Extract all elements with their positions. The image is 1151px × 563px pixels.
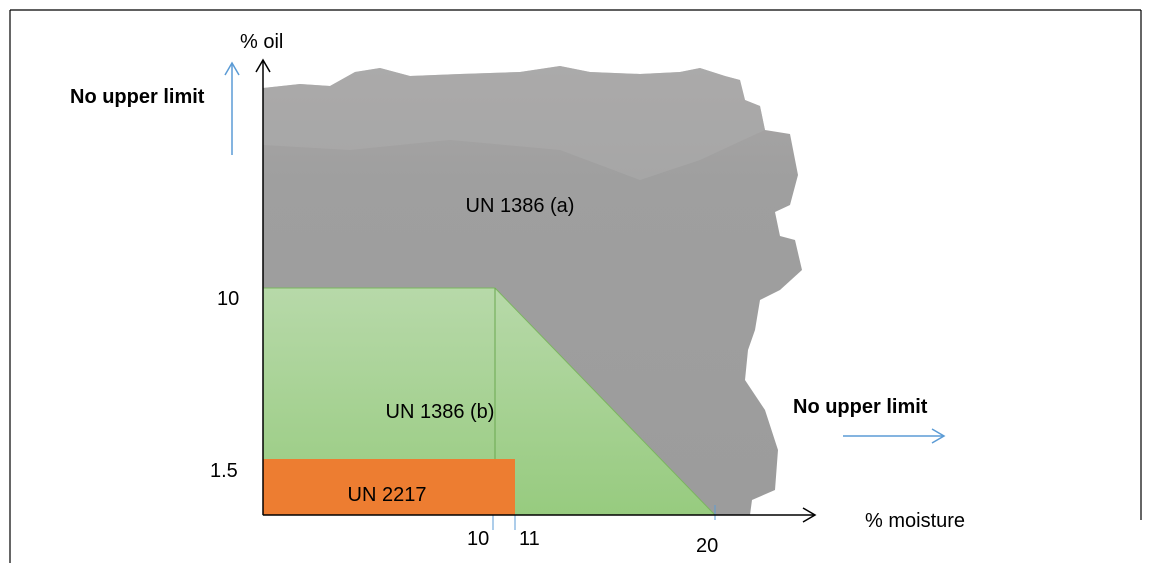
x-note: No upper limit — [793, 396, 928, 418]
x-tick-marks — [492, 505, 716, 530]
y-note: No upper limit — [70, 86, 205, 108]
frame — [9, 9, 1142, 563]
blue-arrows — [224, 61, 946, 444]
region-label: UN 2217 — [348, 484, 427, 506]
x-tick-label: 20 — [696, 535, 718, 557]
axes — [255, 58, 817, 523]
x-tick-label: 10 — [467, 528, 489, 550]
y-tick-label: 1.5 — [210, 460, 238, 482]
region-un2217 — [263, 459, 515, 515]
x-axis-label: % moisture — [865, 510, 965, 532]
y-tick-label: 10 — [217, 288, 239, 310]
region-upper-shade — [263, 66, 765, 180]
region-label: UN 1386 (b) — [386, 401, 495, 423]
x-tick-label: 11 — [519, 528, 540, 550]
y-axis-label: % oil — [240, 31, 283, 53]
region-label: UN 1386 (a) — [466, 195, 575, 217]
